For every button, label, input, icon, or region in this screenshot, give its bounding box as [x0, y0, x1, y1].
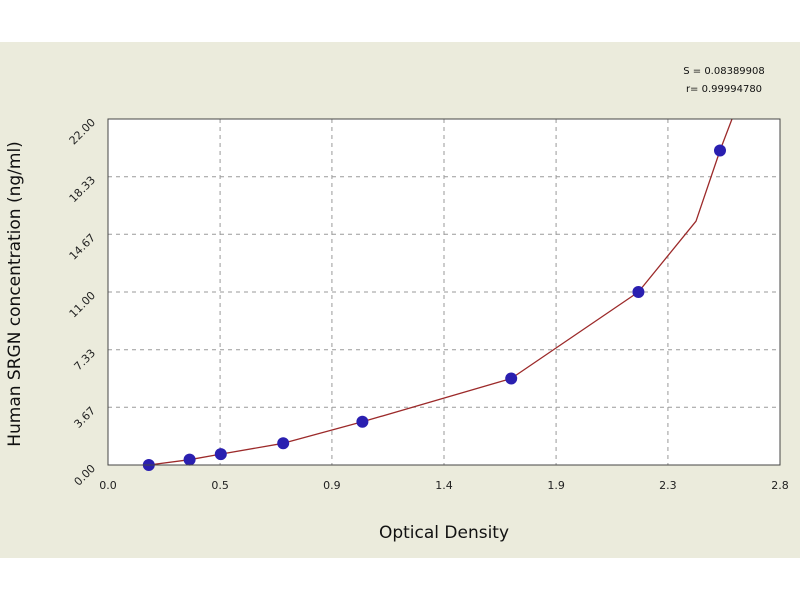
x-tick-label: 2.8 — [771, 479, 789, 492]
x-tick-label: 0.0 — [99, 479, 117, 492]
y-tick-label: 18.33 — [67, 174, 98, 205]
chart-svg: 0.0 0.5 0.9 1.4 1.9 2.3 2.8 0.00 3.67 7.33 11.00 1… — [5, 66, 789, 543]
y-tick-label: 11.00 — [67, 289, 98, 320]
grid-lines — [108, 119, 780, 465]
y-tick-label: 7.33 — [72, 347, 99, 374]
x-tick-labels: 0.0 0.5 0.9 1.4 1.9 2.3 2.8 — [99, 479, 789, 492]
data-point — [183, 453, 196, 466]
x-tick-label: 0.9 — [323, 479, 341, 492]
x-tick-label: 1.4 — [435, 479, 453, 492]
x-tick-label: 0.5 — [211, 479, 229, 492]
x-axis-title: Optical Density — [379, 523, 509, 543]
data-point — [277, 437, 290, 450]
data-point — [714, 144, 726, 157]
stat-r: r= 0.99994780 — [686, 84, 762, 95]
data-point — [214, 448, 227, 461]
x-tick-label: 1.9 — [547, 479, 565, 492]
y-axis-title: Human SRGN concentration (ng/ml) — [5, 141, 25, 447]
y-tick-label: 14.67 — [67, 231, 98, 262]
plot-border — [107, 118, 781, 466]
fit-curve — [148, 118, 733, 466]
y-tick-labels: 0.00 3.67 7.33 11.00 14.67 18.33 22.00 — [67, 116, 98, 489]
data-point — [632, 286, 645, 298]
data-point — [356, 415, 369, 428]
chart-panel: 0.0 0.5 0.9 1.4 1.9 2.3 2.8 0.00 3.67 7.33 11.00 1… — [0, 42, 800, 558]
x-tick-label: 2.3 — [659, 479, 677, 492]
y-tick-label: 22.00 — [67, 116, 98, 147]
stat-s: S = 0.08389908 — [683, 66, 765, 77]
y-tick-label: 3.67 — [72, 404, 99, 431]
y-tick-label: 0.00 — [72, 462, 99, 489]
data-point — [505, 372, 518, 385]
